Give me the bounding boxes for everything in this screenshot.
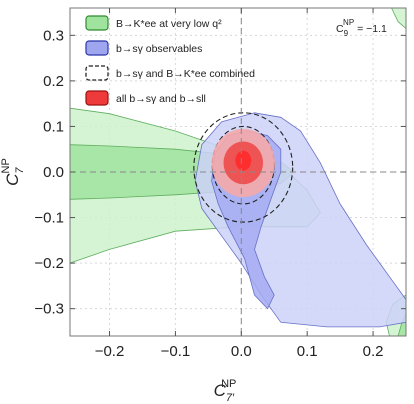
y-tick-label: −0.2: [34, 255, 64, 272]
legend-label: B→K*ee at very low q²: [116, 18, 222, 30]
region-0-4-2sigma: [391, 8, 406, 30]
legend-item-bkee: B→K*ee at very low q²: [85, 15, 222, 31]
x-axis-label: C7′NP: [214, 378, 237, 404]
y-tick-label: 0.0: [43, 164, 64, 181]
legend-label: all b→sγ and b→sll: [116, 93, 206, 105]
y-axis-label: C7NP: [0, 158, 26, 186]
legend-swatch: [85, 90, 109, 106]
legend-swatch: [85, 40, 109, 56]
axis-ticks: −0.2 −0.1 0.0 0.1 0.2 −0.3 −0.2 −0.1 0.0 0.1 0.2 0.…: [34, 8, 406, 360]
x-tick-label: 0.1: [297, 343, 318, 360]
legend-item-bsg: b→sγ observables: [85, 40, 202, 56]
series-3: [211, 128, 275, 198]
legend-item-comb: b→sγ and B→K*ee combined: [85, 65, 255, 81]
x-tick-label: −0.1: [161, 343, 191, 360]
x-tick-label: 0.2: [363, 343, 384, 360]
legend-label: b→sγ and B→K*ee combined: [116, 68, 255, 80]
legend-swatch: [85, 65, 109, 81]
legend: B→K*ee at very low q² b→sγ observables b→s…: [85, 15, 255, 106]
legend-label: b→sγ observables: [116, 43, 202, 55]
y-tick-label: 0.3: [43, 27, 64, 44]
legend-item-all: all b→sγ and b→sll: [85, 90, 206, 106]
zero-guides: [70, 8, 406, 336]
c9-annotation: C9NP = −1.1: [336, 18, 387, 38]
region-2-0-2sigma: [193, 112, 294, 223]
y-tick-label: −0.1: [34, 210, 64, 227]
y-tick-label: −0.3: [34, 301, 64, 318]
x-tick-label: 0.0: [231, 343, 252, 360]
region-3-2-0.5sigma: [235, 150, 252, 171]
legend-swatch: [85, 15, 109, 31]
y-tick-label: 0.2: [43, 73, 64, 90]
x-tick-label: −0.2: [95, 343, 125, 360]
y-tick-label: 0.1: [43, 118, 64, 135]
